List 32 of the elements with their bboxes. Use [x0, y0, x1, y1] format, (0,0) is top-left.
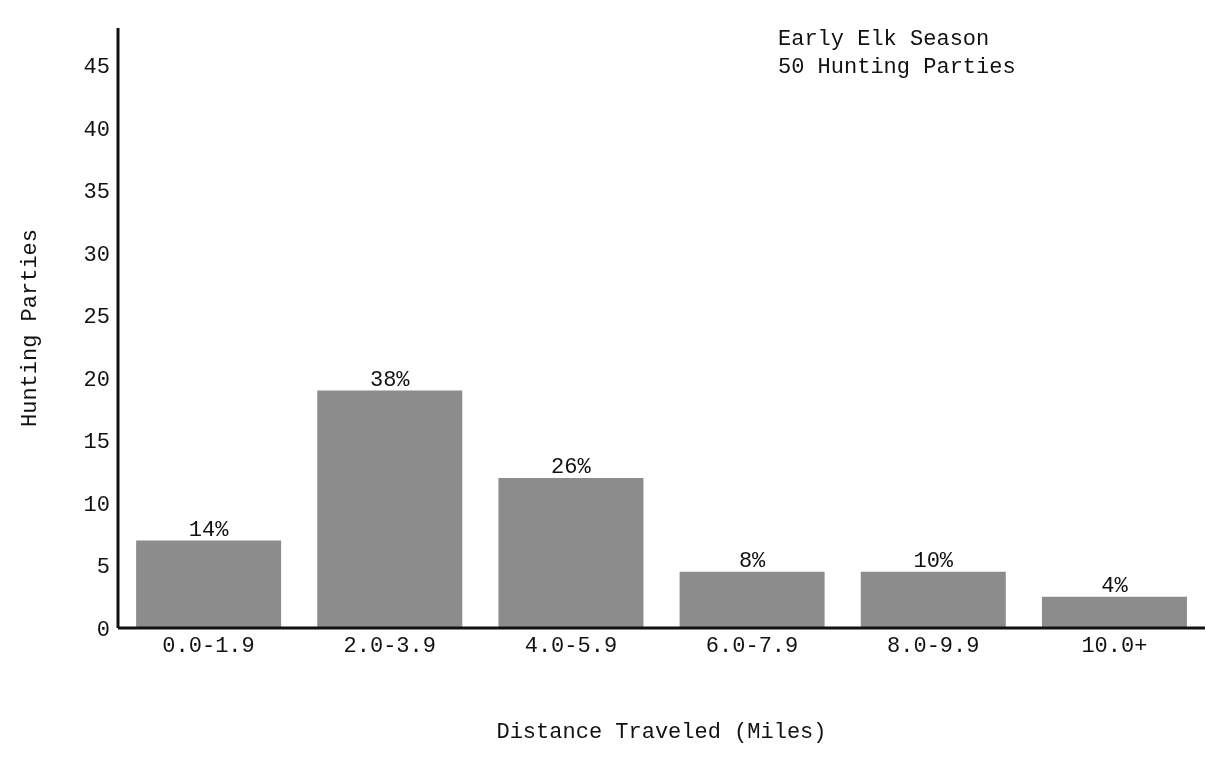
y-tick-label: 5 [96, 555, 110, 581]
annotation: Early Elk Season [778, 26, 991, 54]
annotation: 4% [1101, 573, 1129, 599]
y-tick-label: 10 [83, 492, 110, 518]
bar [860, 571, 1006, 628]
x-tick-label: 4.0-5.9 [524, 633, 618, 659]
bar [317, 390, 463, 628]
annotation: 8% [738, 548, 767, 574]
y-tick-label: 15 [83, 430, 110, 456]
annotation: 50 Hunting Parties [778, 54, 1016, 82]
bar [679, 571, 825, 628]
y-tick-label: 45 [83, 55, 110, 81]
y-axis-title: Hunting Parties [17, 228, 43, 428]
annotation: 38% [369, 367, 411, 393]
bar [498, 478, 644, 628]
x-tick-label: 0.0-1.9 [162, 633, 255, 659]
y-tick-label: 25 [83, 305, 110, 331]
annotation: 10% [913, 548, 954, 574]
y-tick-label: 20 [83, 367, 110, 393]
y-tick-label: 0 [96, 617, 110, 643]
annotation: 26% [551, 455, 592, 480]
x-tick-label: 6.0-7.9 [705, 633, 799, 659]
annotation: 14% [188, 517, 230, 543]
y-tick-label: 40 [83, 117, 110, 143]
bar [1041, 596, 1187, 628]
bar [136, 540, 282, 628]
y-tick-label: 35 [83, 180, 110, 206]
x-tick-label: 8.0-9.9 [887, 633, 980, 659]
y-tick-label: 30 [83, 242, 110, 268]
x-tick-label: 10.0+ [1081, 633, 1148, 659]
x-tick-label: 2.0-3.9 [343, 633, 436, 659]
x-axis-title: Distance Traveled (Miles) [496, 720, 827, 745]
